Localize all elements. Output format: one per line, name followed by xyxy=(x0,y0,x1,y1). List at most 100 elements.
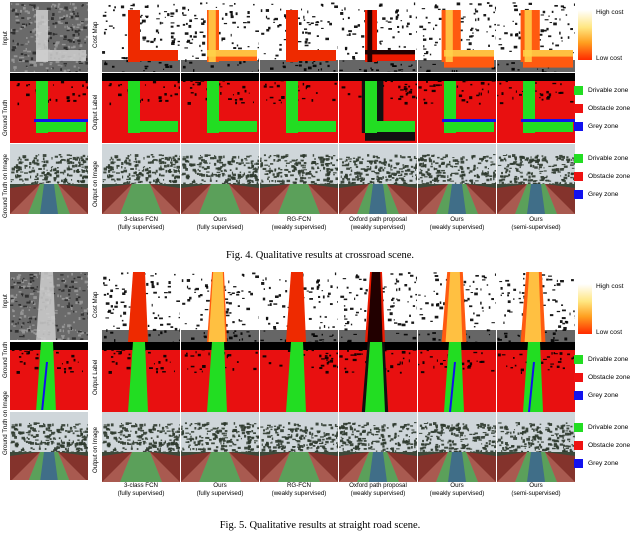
ground-truth-svg xyxy=(10,73,88,143)
method-supervision: (weakly supervised) xyxy=(271,490,327,497)
input-image xyxy=(10,2,88,72)
method-6-out-svg xyxy=(497,342,575,412)
method-supervision: (fully supervised) xyxy=(117,490,165,497)
method-3-outimg xyxy=(260,144,338,214)
method-5-outimg-svg xyxy=(418,412,496,482)
legend-drivable-swatch xyxy=(574,355,583,364)
legend-overlay-grey-swatch xyxy=(574,190,583,199)
method-2-out xyxy=(181,73,259,143)
row-label-input: Input xyxy=(2,31,9,45)
method-4-cost xyxy=(339,272,417,342)
method-4-cost xyxy=(339,2,417,72)
input-image-svg xyxy=(10,272,88,340)
method-4-out-svg xyxy=(339,342,417,412)
method-supervision: (fully supervised) xyxy=(117,224,165,231)
legend-overlay-grey-swatch xyxy=(574,459,583,468)
method-1-out-svg xyxy=(102,73,180,143)
method-name: 3-class FCN xyxy=(123,216,159,223)
method-name: Ours xyxy=(529,216,543,223)
ground-truth-overlay-svg xyxy=(10,412,88,480)
figure-caption: Fig. 4. Qualitative results at crossroad… xyxy=(225,250,415,261)
method-2-out xyxy=(181,342,259,412)
ground-truth-overlay-svg xyxy=(10,144,88,214)
legend-overlay-obstacle: Obstacle zone xyxy=(588,442,631,449)
method-5-cost-svg xyxy=(418,2,496,72)
method-4-outimg-svg xyxy=(339,144,417,214)
method-4-cost-svg xyxy=(339,2,417,72)
method-2-outimg-svg xyxy=(181,144,259,214)
method-1-outimg-svg xyxy=(102,144,180,214)
method-5-out xyxy=(418,73,496,143)
legend-high-cost: High cost xyxy=(596,9,624,16)
method-1-label: 3-class FCN (fully supervised) xyxy=(101,216,181,232)
row-label-ground-truth: Ground Truth xyxy=(2,341,9,378)
ground-truth-on-image xyxy=(10,412,88,480)
legend-overlay-grey: Grey zone xyxy=(588,191,619,198)
legend-drivable: Drivable zone xyxy=(588,87,629,94)
method-5-outimg-svg xyxy=(418,144,496,214)
method-3-out xyxy=(260,342,338,412)
method-2-outimg xyxy=(181,144,259,214)
method-6-cost xyxy=(497,272,575,342)
method-6-outimg xyxy=(497,144,575,214)
method-supervision: (fully supervised) xyxy=(196,224,244,231)
method-6-label: Ours (semi-supervised) xyxy=(496,216,576,232)
row-label-output-label: Output Label xyxy=(92,359,99,395)
method-6-outimg xyxy=(497,412,575,482)
row-label-cost-map: Cost Map xyxy=(92,21,99,48)
method-2-cost xyxy=(181,2,259,72)
legend-drivable-swatch xyxy=(574,86,583,95)
method-2-out-svg xyxy=(181,342,259,412)
method-3-cost-svg xyxy=(260,272,338,342)
method-4-out xyxy=(339,73,417,143)
method-4-outimg xyxy=(339,144,417,214)
legend-low-cost: Low cost xyxy=(596,55,623,62)
legend-grey-swatch xyxy=(574,122,583,131)
method-6-outimg-svg xyxy=(497,412,575,482)
method-5-cost-svg xyxy=(418,272,496,342)
legend-overlay-drivable: Drivable zone xyxy=(588,155,629,162)
legend-overlay-drivable-swatch xyxy=(574,423,583,432)
method-3-label: RG-FCN (weakly supervised) xyxy=(259,482,339,498)
method-2-outimg-svg xyxy=(181,412,259,482)
method-3-out-svg xyxy=(260,342,338,412)
method-supervision: (weakly supervised) xyxy=(350,490,406,497)
legend-grey: Grey zone xyxy=(588,123,619,130)
row-label-output-on-image: Output on Image xyxy=(92,426,99,473)
ground-truth-label xyxy=(10,73,88,143)
legend-overlay-obstacle-swatch xyxy=(574,441,583,450)
legend-overlay-drivable-swatch xyxy=(574,154,583,163)
method-4-cost-svg xyxy=(339,272,417,342)
legend-obstacle-swatch xyxy=(574,373,583,382)
method-5-outimg xyxy=(418,144,496,214)
cost-legend-bar xyxy=(578,284,592,334)
figure-5: Input Ground Truth Ground Truth on Image… xyxy=(0,270,640,536)
row-label-ground-truth-on-image: Ground Truth on Image xyxy=(2,154,9,218)
legend-high-cost: High cost xyxy=(596,283,624,290)
row-label-ground-truth-on-image: Ground Truth on Image xyxy=(2,391,9,455)
method-2-out-svg xyxy=(181,73,259,143)
method-5-cost xyxy=(418,2,496,72)
legend-obstacle-swatch xyxy=(574,104,583,113)
method-1-cost xyxy=(102,272,180,342)
method-6-cost-svg xyxy=(497,272,575,342)
legend-obstacle: Obstacle zone xyxy=(588,105,631,112)
method-3-cost-svg xyxy=(260,2,338,72)
method-1-outimg xyxy=(102,144,180,214)
method-3-label: RG-FCN (weakly supervised) xyxy=(259,216,339,232)
method-name: Ours xyxy=(450,482,464,489)
method-supervision: (fully supervised) xyxy=(196,490,244,497)
method-6-out-svg xyxy=(497,73,575,143)
method-2-cost xyxy=(181,272,259,342)
method-5-cost xyxy=(418,272,496,342)
method-3-out xyxy=(260,73,338,143)
method-name: RG-FCN xyxy=(286,482,312,489)
method-3-cost xyxy=(260,272,338,342)
legend-obstacle: Obstacle zone xyxy=(588,374,631,381)
row-label-output-on-image: Output on Image xyxy=(92,160,99,207)
method-1-out xyxy=(102,342,180,412)
method-4-label: Oxford path proposal (weakly supervised) xyxy=(338,216,418,232)
ground-truth-svg xyxy=(10,342,88,410)
method-6-cost xyxy=(497,2,575,72)
method-name: Ours xyxy=(213,216,227,223)
